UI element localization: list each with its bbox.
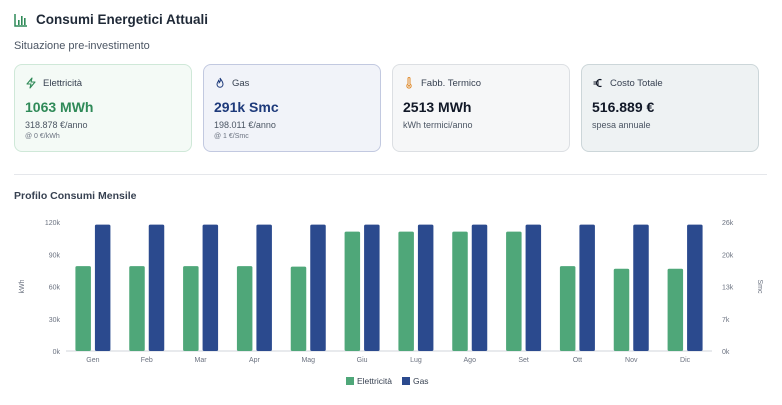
bar-elettricita <box>290 266 307 351</box>
x-tick-label: Mag <box>301 357 315 364</box>
card-note: @ 0 €/kWh <box>25 133 60 140</box>
bar-gas <box>310 224 326 351</box>
card-value: 291k Smc <box>214 99 279 115</box>
legend-label: Elettricità <box>357 376 392 386</box>
card-sub: 318.878 €/anno <box>25 120 88 130</box>
x-tick-label: Dic <box>680 357 691 364</box>
bar-gas <box>256 224 272 351</box>
divider <box>14 174 767 175</box>
x-tick-label: Ott <box>573 357 582 364</box>
bar-elettricita <box>452 231 468 351</box>
kpi-cards: Elettricità 1063 MWh 318.878 €/anno @ 0 … <box>14 64 759 152</box>
card-sub: spesa annuale <box>592 120 651 130</box>
x-tick-label: Nov <box>625 357 638 364</box>
y2-tick-label: 13k <box>722 285 734 292</box>
page-title: Consumi Energetici Attuali <box>36 12 209 27</box>
bar-elettricita <box>506 231 522 351</box>
x-tick-label: Giu <box>357 357 368 364</box>
x-tick-label: Apr <box>249 357 261 364</box>
card-costo-totale: Costo Totale 516.889 € spesa annuale <box>581 64 759 152</box>
bar-elettricita <box>129 266 145 351</box>
x-tick-label: Mar <box>195 357 208 364</box>
y-axis-label: kWh <box>19 279 26 293</box>
y-tick-label: 120k <box>45 220 61 227</box>
chart-legend: Elettricità Gas <box>346 376 429 386</box>
euro-icon <box>592 77 604 89</box>
monthly-consumption-chart: 0k 30k 60k 90k 120k 0k 7k 13k 20k 26k kWh Smc Gen Feb… <box>19 220 763 364</box>
legend-item-elettricita[interactable]: Elettricità <box>346 376 392 386</box>
y-tick-label: 30k <box>49 317 61 324</box>
bar-gas <box>364 224 380 351</box>
bar-gas <box>687 224 703 351</box>
card-label: Costo Totale <box>610 77 663 89</box>
card-label: Fabb. Termico <box>421 77 482 89</box>
legend-swatch <box>346 377 354 385</box>
bar-chart-icon <box>14 13 28 27</box>
x-tick-label: Gen <box>86 357 99 364</box>
y2-tick-label: 0k <box>722 349 730 356</box>
y-tick-label: 90k <box>49 252 61 259</box>
bar-elettricita <box>398 231 414 351</box>
bar-elettricita <box>559 266 576 351</box>
x-tick-label: Lug <box>410 357 422 364</box>
legend-swatch <box>401 377 410 385</box>
bar-gas <box>94 224 111 351</box>
bar-elettricita <box>183 266 199 351</box>
flame-icon <box>214 77 226 89</box>
card-gas: Gas 291k Smc 198.011 €/anno @ 1 €/Smc <box>203 64 381 152</box>
card-sub: kWh termici/anno <box>403 120 473 130</box>
bar-gas <box>633 224 649 351</box>
bar-elettricita <box>75 266 91 351</box>
bar-elettricita <box>613 268 630 351</box>
bar-gas <box>471 224 488 351</box>
x-tick-label: Feb <box>141 357 153 364</box>
page-header: Consumi Energetici Attuali <box>14 12 208 27</box>
y2-axis-label: Smc <box>756 280 763 295</box>
bar-gas <box>202 224 219 351</box>
bar-gas <box>525 224 542 351</box>
bar-elettricita <box>667 268 684 351</box>
y-tick-label: 60k <box>49 285 61 292</box>
x-tick-label: Ago <box>464 357 477 364</box>
card-value: 516.889 € <box>592 99 655 115</box>
legend-label: Gas <box>412 376 429 386</box>
bar-gas <box>148 224 165 351</box>
card-label: Elettricità <box>43 77 83 89</box>
y2-tick-label: 20k <box>722 252 734 259</box>
card-value: 1063 MWh <box>25 99 94 115</box>
bar-elettricita <box>236 266 253 351</box>
y2-tick-label: 26k <box>722 220 734 227</box>
lightning-icon <box>25 77 37 89</box>
bar-gas <box>417 224 434 351</box>
thermometer-icon <box>403 77 415 89</box>
x-tick-label: Set <box>518 357 529 364</box>
legend-item-gas[interactable]: Gas <box>401 376 429 386</box>
card-elettricita: Elettricità 1063 MWh 318.878 €/anno @ 0 … <box>14 64 192 152</box>
y2-tick-label: 7k <box>722 317 730 324</box>
card-label: Gas <box>232 77 250 89</box>
bar-gas <box>579 224 595 351</box>
chart-section-title: Profilo Consumi Mensile <box>14 190 137 202</box>
card-sub: 198.011 €/anno <box>214 120 276 130</box>
bar-elettricita <box>344 231 361 351</box>
page-subtitle: Situazione pre-investimento <box>14 40 150 52</box>
card-note: @ 1 €/Smc <box>214 133 249 140</box>
card-value: 2513 MWh <box>403 99 472 115</box>
y-tick-label: 0k <box>53 349 61 356</box>
card-fabbisogno-termico: Fabb. Termico 2513 MWh kWh termici/anno <box>392 64 570 152</box>
